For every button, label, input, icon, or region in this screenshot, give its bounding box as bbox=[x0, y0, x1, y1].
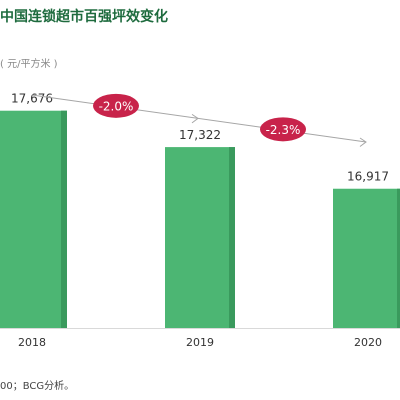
bar-2018 bbox=[0, 110, 67, 328]
bar-2019 bbox=[165, 147, 235, 328]
growth-badge-label-1: -2.0% bbox=[99, 99, 134, 113]
x-tick-2019: 2019 bbox=[186, 336, 214, 349]
growth-badge-1 bbox=[93, 93, 139, 118]
bar-2020 bbox=[333, 188, 400, 328]
value-label-2018: 17,676 bbox=[11, 92, 53, 106]
value-label-2019: 17,322 bbox=[179, 128, 221, 142]
bar-shade-2018 bbox=[61, 110, 67, 328]
growth-badge-2 bbox=[260, 117, 306, 142]
source-note: 00；BCG分析。 bbox=[0, 381, 75, 392]
value-label-2020: 16,917 bbox=[347, 170, 389, 184]
trend-arrowhead-1 bbox=[191, 113, 199, 124]
unit-label: ( 元/平方米 ) bbox=[0, 59, 58, 70]
bar-shade-2020 bbox=[397, 188, 400, 328]
chart-title: 中国连锁超市百强坪效变化 bbox=[0, 9, 168, 25]
growth-badge-label-2: -2.3% bbox=[266, 123, 301, 137]
trend-arrowhead-2 bbox=[359, 137, 367, 147]
trend-line bbox=[31, 94, 367, 143]
x-tick-2020: 2020 bbox=[354, 336, 382, 349]
x-tick-2018: 2018 bbox=[18, 336, 46, 349]
bar-shade-2019 bbox=[229, 147, 235, 328]
